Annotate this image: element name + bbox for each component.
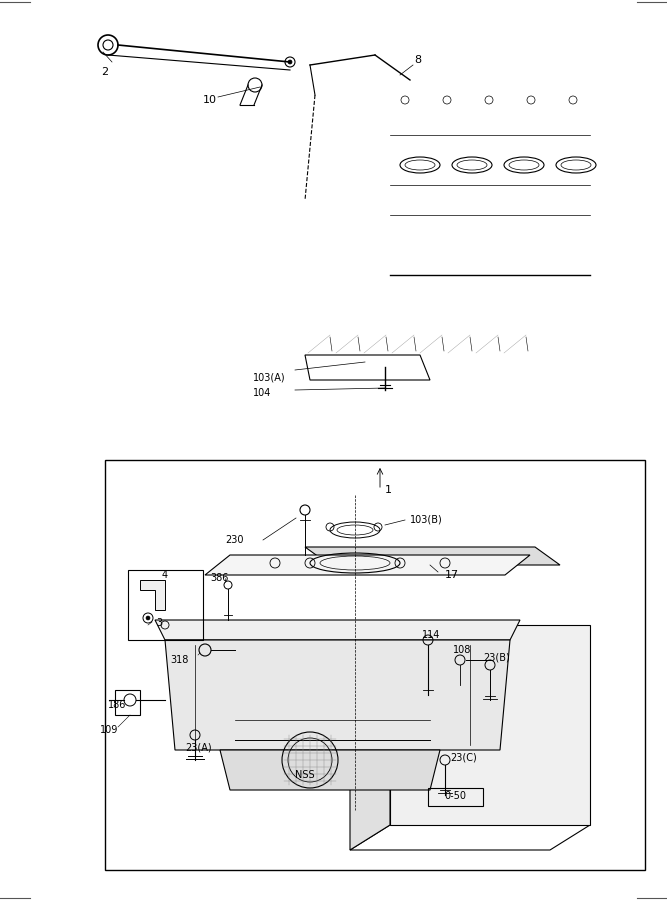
Text: 103(A): 103(A) <box>253 373 285 383</box>
Polygon shape <box>220 750 440 790</box>
Text: 108: 108 <box>453 645 472 655</box>
Text: 17: 17 <box>445 570 459 580</box>
Text: 1: 1 <box>385 485 392 495</box>
Text: 386: 386 <box>210 573 228 583</box>
Polygon shape <box>140 580 165 610</box>
Text: 318: 318 <box>170 655 188 665</box>
Text: 186: 186 <box>108 700 126 710</box>
Polygon shape <box>305 547 560 565</box>
Circle shape <box>288 60 292 64</box>
Bar <box>428 788 483 806</box>
Circle shape <box>146 616 150 620</box>
Polygon shape <box>390 625 590 825</box>
Text: 109: 109 <box>100 725 118 735</box>
Text: 4: 4 <box>162 570 168 580</box>
Polygon shape <box>350 825 590 850</box>
Text: 114: 114 <box>422 630 440 640</box>
Polygon shape <box>115 690 140 715</box>
Bar <box>128 570 203 640</box>
Bar <box>105 460 645 870</box>
Text: 23(A): 23(A) <box>185 743 211 753</box>
Text: 8: 8 <box>414 55 422 65</box>
Text: 23(B): 23(B) <box>483 653 510 663</box>
Text: 230: 230 <box>225 535 243 545</box>
Text: 0-50: 0-50 <box>444 791 466 801</box>
Text: 23(C): 23(C) <box>450 753 477 763</box>
Text: 104: 104 <box>253 388 271 398</box>
Polygon shape <box>205 555 530 575</box>
Polygon shape <box>305 355 430 380</box>
Text: 103(B): 103(B) <box>410 515 443 525</box>
Text: 10: 10 <box>203 95 217 105</box>
Polygon shape <box>155 620 520 640</box>
Text: NSS: NSS <box>295 770 315 780</box>
Polygon shape <box>350 625 390 850</box>
Text: 2: 2 <box>101 67 109 77</box>
Text: 3: 3 <box>156 618 162 628</box>
Polygon shape <box>165 640 510 750</box>
